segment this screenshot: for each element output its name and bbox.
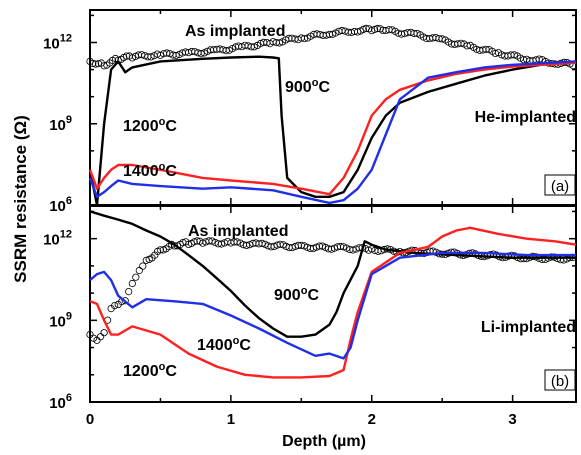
data-point (100, 329, 108, 337)
series-label: 900oC (274, 285, 319, 304)
plot-frame (89, 205, 577, 403)
data-point (125, 287, 133, 296)
data-point (510, 51, 518, 59)
y-tick-label: 106 (49, 392, 72, 412)
data-point (242, 241, 251, 249)
y-tick-label: 1012 (43, 33, 72, 53)
data-point (89, 59, 97, 68)
series-as-implanted-markers (86, 24, 577, 70)
data-point (89, 334, 98, 342)
data-point (438, 35, 446, 43)
data-point (258, 239, 266, 247)
x-tick-label: 3 (508, 411, 516, 428)
data-point (339, 243, 348, 251)
x-tick-label: 0 (86, 411, 94, 428)
data-point (93, 336, 101, 344)
series-line-1200c (88, 61, 577, 196)
data-point (172, 51, 180, 60)
data-point (199, 239, 207, 247)
series-label: 1200oC (123, 361, 177, 380)
data-point (128, 279, 136, 288)
series-label: 1400oC (123, 161, 177, 180)
x-axis-label: Depth (µm) (282, 433, 366, 450)
y-axis-label: SSRM resistance (Ω) (11, 115, 30, 283)
data-point (190, 238, 198, 246)
panel-label-box (544, 174, 576, 196)
series-label: As implanted (188, 223, 288, 240)
series-line-900c (89, 210, 576, 338)
data-point (349, 246, 357, 254)
series-line-1400c (89, 251, 576, 360)
data-point (300, 34, 308, 43)
data-point (121, 297, 129, 305)
x-tick-label: 2 (368, 411, 376, 428)
panel-label-box (544, 369, 576, 391)
panel-a: 106 109 1012 As implanted 900oC 1200oC 1400oC H… (43, 9, 577, 215)
data-point (250, 43, 258, 51)
data-point (288, 244, 296, 252)
data-point (233, 238, 241, 246)
panel-label: (a) (551, 178, 569, 195)
series-label: As implanted (185, 23, 285, 40)
series-line-900c (88, 55, 577, 207)
data-point (163, 49, 171, 57)
data-point (97, 333, 105, 341)
data-point (92, 60, 100, 68)
data-point (132, 273, 140, 281)
data-point (138, 51, 146, 59)
x-tick-label: 1 (227, 411, 235, 428)
data-point (457, 39, 465, 47)
panel-b: 106 109 1012 As implanted 900oC 1200oC 1400oC L… (43, 205, 577, 412)
series-line-1400c (88, 60, 577, 205)
y-tick-label: 109 (49, 114, 72, 134)
series-label: 900oC (285, 77, 330, 96)
panel-label: (b) (551, 373, 569, 390)
data-point (482, 45, 490, 53)
y-tick-label: 109 (49, 310, 72, 330)
y-tick-label: 106 (49, 195, 72, 215)
y-tick-label: 1012 (43, 229, 72, 249)
data-point (197, 49, 205, 58)
implant-annotation: Li-implanted (481, 319, 576, 336)
data-point (147, 53, 155, 61)
data-point (111, 301, 119, 310)
data-point (139, 262, 147, 270)
data-point (327, 245, 336, 253)
data-point (328, 30, 337, 38)
series-line-1200c (89, 226, 577, 379)
data-point (217, 240, 226, 248)
implant-annotation: He-implanted (475, 109, 576, 126)
data-point (275, 39, 283, 47)
data-point (135, 266, 143, 275)
data-point (318, 242, 326, 250)
series-label: 1200oC (123, 116, 177, 135)
data-point (156, 246, 164, 254)
series-label: 1400oC (197, 335, 251, 354)
data-point (309, 244, 317, 252)
plot-frame (89, 9, 577, 206)
data-point (222, 46, 230, 55)
data-point (413, 29, 421, 38)
data-point (100, 62, 108, 70)
